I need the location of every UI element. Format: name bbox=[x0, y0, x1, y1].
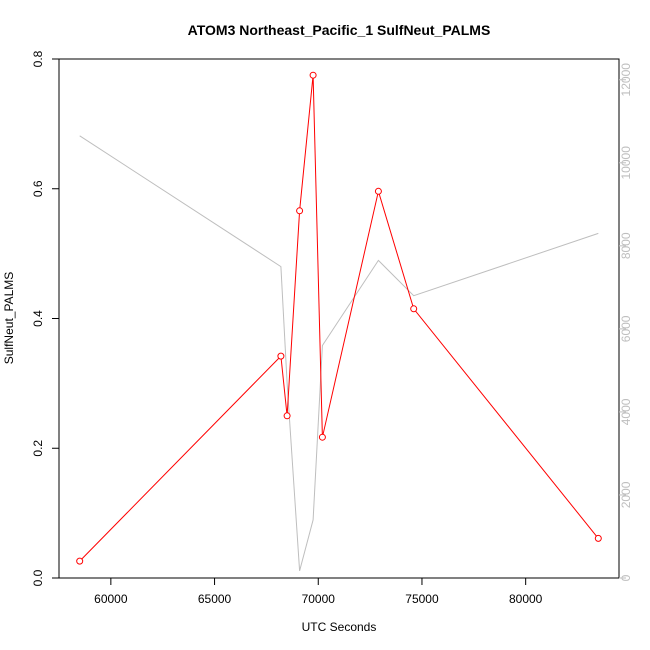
data-point bbox=[309, 71, 317, 79]
x-axis-label: UTC Seconds bbox=[302, 620, 377, 634]
y-tick-label: 0.6 bbox=[31, 180, 45, 197]
data-point bbox=[318, 433, 326, 441]
data-point bbox=[410, 305, 418, 313]
data-point bbox=[76, 557, 84, 565]
x-tick-label: 70000 bbox=[302, 592, 336, 606]
y-tick-label: 0.0 bbox=[31, 569, 45, 586]
y2-tick-label: 6000 bbox=[619, 315, 633, 342]
y2-tick-label: 12000 bbox=[619, 63, 633, 97]
data-point bbox=[296, 207, 304, 215]
y2-tick-label: 0 bbox=[619, 574, 633, 581]
grey-series-line bbox=[79, 135, 599, 572]
x-tick-label: 65000 bbox=[198, 592, 232, 606]
x-tick-label: 60000 bbox=[94, 592, 128, 606]
red-series-line bbox=[79, 75, 599, 562]
y-axis-right: 0 2000 4000 6000 8000 10000 12000 bbox=[619, 63, 633, 581]
y-tick-label: 0.8 bbox=[31, 50, 45, 67]
x-tick-label: 75000 bbox=[405, 592, 439, 606]
y-axis-label: SulfNeut_PALMS bbox=[2, 272, 16, 365]
y-axis-left: 0.0 0.2 0.4 0.6 0.8 bbox=[31, 50, 59, 586]
y2-tick-label: 4000 bbox=[619, 398, 633, 425]
data-point bbox=[277, 352, 285, 360]
data-point bbox=[594, 534, 602, 542]
plot-frame bbox=[58, 58, 620, 579]
y2-tick-label: 8000 bbox=[619, 232, 633, 259]
y2-tick-label: 2000 bbox=[619, 481, 633, 508]
series-layer bbox=[76, 71, 602, 572]
x-tick-label: 80000 bbox=[509, 592, 543, 606]
data-point bbox=[283, 412, 291, 420]
y-tick-label: 0.2 bbox=[31, 440, 45, 457]
x-axis: 60000 65000 70000 75000 80000 bbox=[94, 578, 543, 606]
chart-title: ATOM3 Northeast_Pacific_1 SulfNeut_PALMS bbox=[188, 22, 491, 38]
y-tick-label: 0.4 bbox=[31, 310, 45, 327]
data-point bbox=[374, 187, 382, 195]
y2-tick-label: 10000 bbox=[619, 146, 633, 180]
